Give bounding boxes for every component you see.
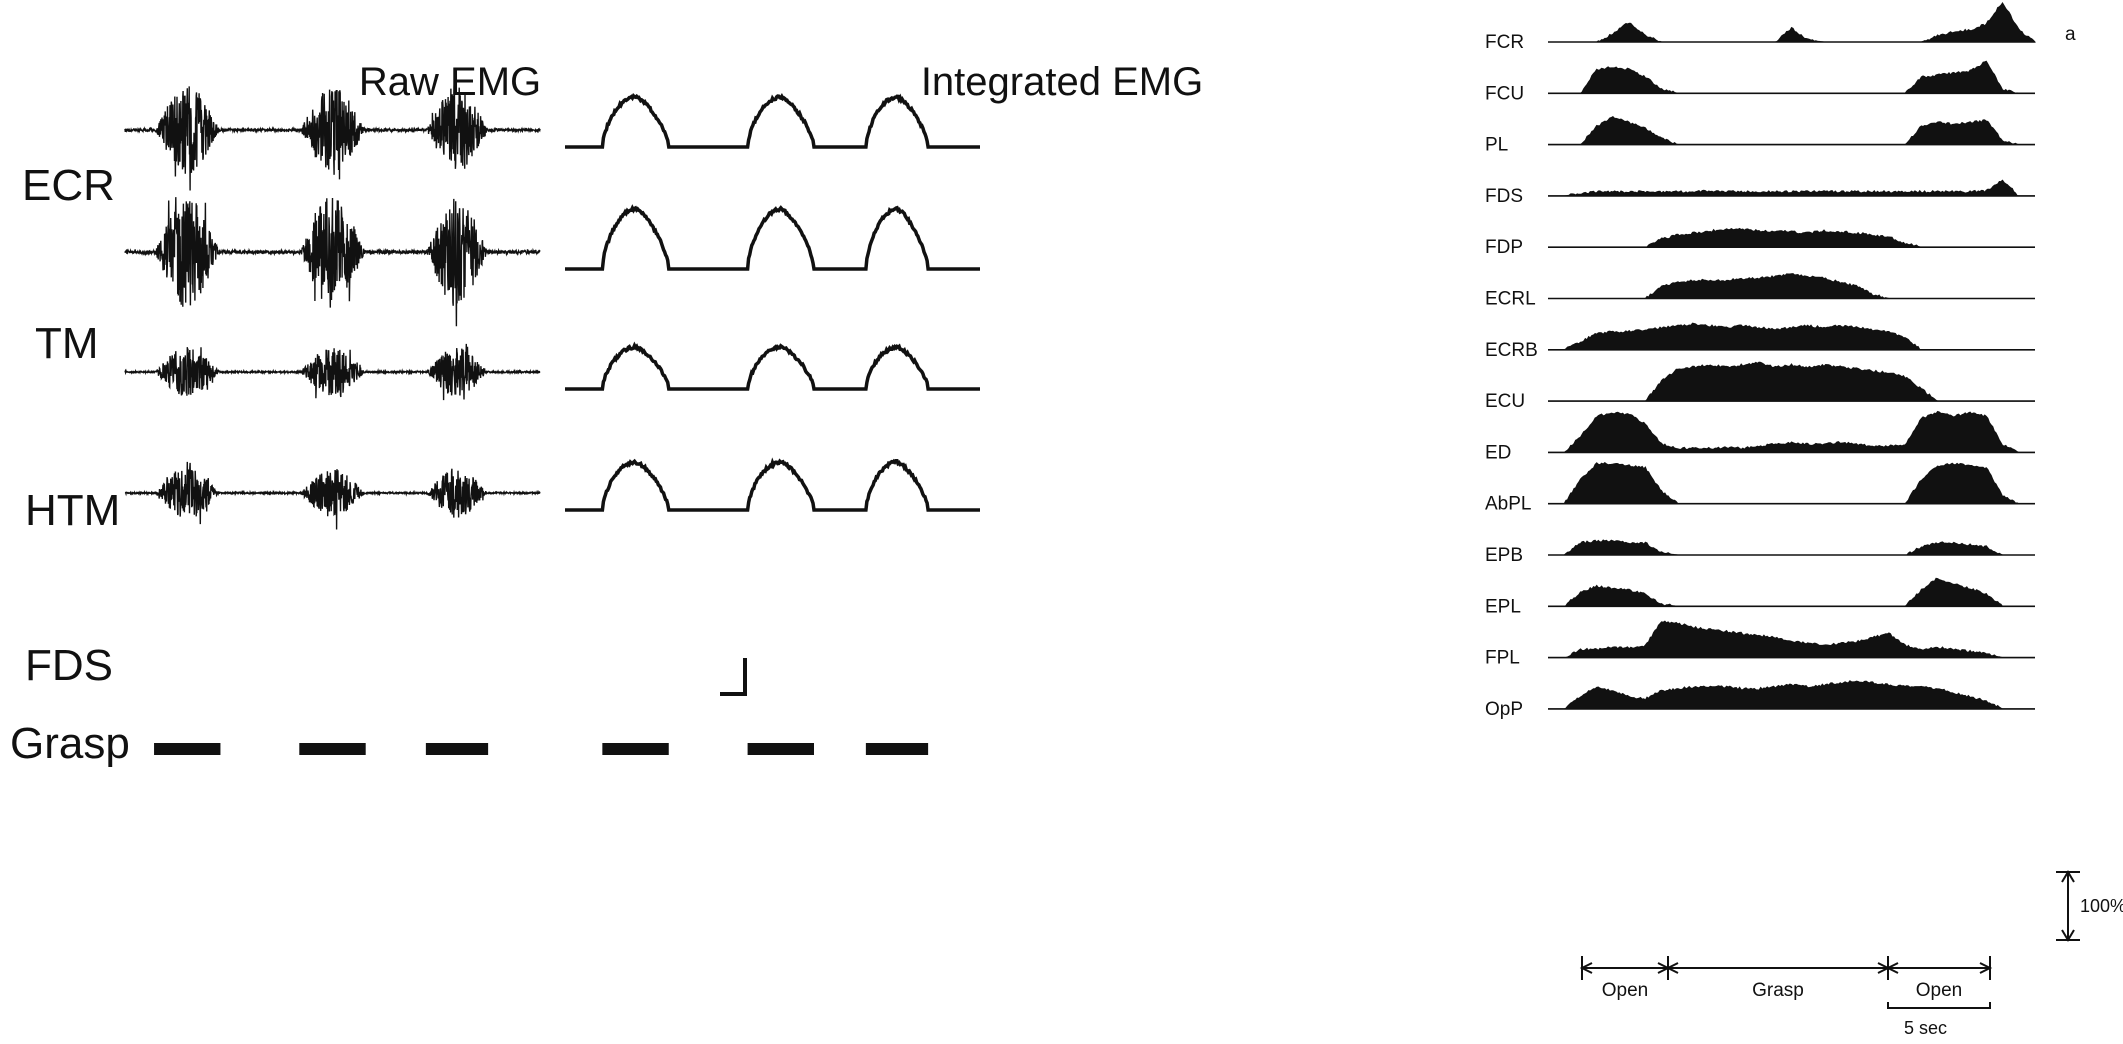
phase-label-0: Open [1602,980,1648,1001]
envelope-ecu [1548,361,2035,402]
phase-label-1: Grasp [1752,980,1804,1001]
raw-trace-tm [124,197,541,327]
muscle-label-ecu: ECU [1485,391,1525,412]
integrated-trace-tm [565,204,980,271]
muscle-label-opp: OpP [1485,699,1523,720]
channel-label-htm: HTM [25,486,120,535]
envelope-fpl [1548,620,2035,659]
integrated-emg-traces [565,92,980,512]
envelope-opp [1548,680,2035,710]
phase-axis: Open Grasp Open [1579,956,1993,1001]
grasp-bar [299,743,366,755]
integrated-emg-title: Integrated EMG [921,60,1203,104]
grasp-label: Grasp [10,719,130,768]
phase-arrow [1885,962,1899,974]
muscle-label-pl: PL [1485,135,1508,156]
muscle-traces: FCR FCU PL FDS FDP ECRL ECRB ECU ED AbPL EPB EPL FPL… [1485,1,2037,720]
raw-trace-htm [124,343,541,401]
scale-bar [720,658,747,696]
grasp-bars [154,743,929,755]
muscle-label-epb: EPB [1485,545,1523,566]
envelope-epl [1548,577,2035,607]
envelope-fds [1548,179,2035,197]
grasp-bar [865,743,929,755]
grasp-bar [154,743,221,755]
amplitude-scale-label: 100% [2080,896,2123,916]
grasp-bar [425,743,489,755]
muscle-label-ecrb: ECRB [1485,340,1538,361]
raw-emg-title: Raw EMG [359,60,541,104]
phase-arrow [1979,962,1993,974]
time-scale: 5 sec [1887,1002,1991,1038]
channel-label-ecr: ECR [22,161,115,210]
channel-label-tm: TM [35,319,99,368]
phase-label-2: Open [1916,980,1962,1001]
muscle-label-fds: FDS [1485,186,1523,207]
raw-trace-fds [124,461,541,530]
envelope-epb [1548,539,2035,556]
right-figure: a FCRFCUPLFDSFDPECRLECRBECUEDAbPLEPBEPLF… [1485,1,2123,1038]
grasp-bar [747,743,814,755]
envelope-abpl [1548,461,2035,505]
envelope-fcr [1548,1,2037,43]
envelope-fcu [1548,60,2035,94]
muscle-label-fdp: FDP [1485,237,1523,258]
amplitude-scale: 100% [2056,870,2123,942]
grasp-bar [602,743,669,755]
muscle-label-abpl: AbPL [1485,494,1531,515]
raw-trace-ecr [124,85,541,191]
muscle-label-fpl: FPL [1485,648,1520,669]
envelope-ecrb [1548,322,2035,351]
envelope-ed [1548,410,2035,453]
channel-label-fds: FDS [25,641,113,690]
integrated-trace-fds [565,457,980,512]
panel-letter: a [2065,24,2076,45]
time-scale-label: 5 sec [1904,1018,1947,1038]
muscle-label-fcu: FCU [1485,83,1524,104]
muscle-label-fcr: FCR [1485,32,1524,53]
integrated-trace-ecr [565,92,980,149]
integrated-trace-htm [565,341,980,391]
muscle-label-ecrl: ECRL [1485,289,1536,310]
left-figure: Raw EMG Integrated EMG ECR TM HTM FDS Gr… [10,60,1203,768]
phase-arrow [1579,962,1593,974]
envelope-ecrl [1548,273,2035,299]
raw-emg-traces [124,85,541,530]
muscle-label-ed: ED [1485,442,1511,463]
envelope-pl [1548,115,2035,146]
envelope-fdp [1548,227,2035,248]
phase-arrow [1665,962,1679,974]
muscle-label-epl: EPL [1485,596,1521,617]
